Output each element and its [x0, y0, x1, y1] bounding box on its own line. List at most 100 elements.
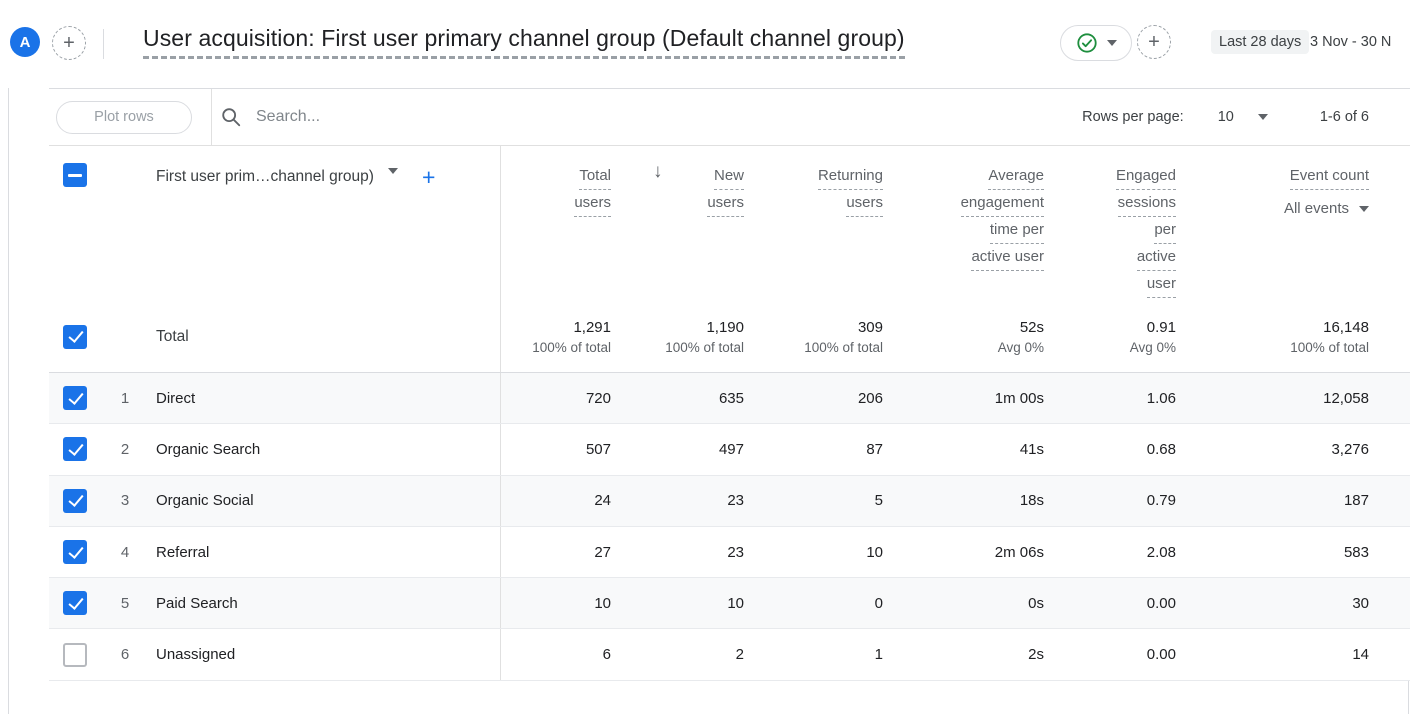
row-checkbox[interactable] [63, 642, 87, 667]
channel-name: Paid Search [156, 594, 238, 612]
column-header-label: Event count [1289, 163, 1369, 190]
search-input[interactable] [256, 108, 576, 126]
column-header-label: engagement [960, 190, 1044, 217]
sort-descending-icon[interactable]: ↓ [653, 161, 663, 182]
metric-value: 10 [594, 594, 611, 612]
column-header-label: Total [579, 163, 611, 190]
total-metric-value: 0.91 [1146, 318, 1176, 336]
total-metric-share: Avg 0% [997, 339, 1044, 355]
chevron-down-icon[interactable] [1106, 40, 1117, 46]
metric-value: 206 [857, 389, 883, 407]
column-header-avg-engagement-time[interactable]: Average engagement time per active user [883, 146, 1044, 301]
metric-value: 2 [735, 646, 744, 664]
metric-value: 24 [594, 492, 611, 510]
metric-value: 0.00 [1146, 594, 1176, 612]
dimension-header[interactable]: First user prim…channel group) [156, 168, 374, 185]
metric-value: 23 [727, 492, 744, 510]
total-metric-value: 309 [857, 318, 883, 336]
table-header-row: First user prim…channel group) + ↓ Total… [49, 146, 1410, 301]
report-content: Plot rows Rows per page: 10 1-6 of 6 [8, 88, 1410, 714]
column-header-label: users [707, 190, 744, 217]
table-body: 1 Direct 720 635 206 1m 00s 1.06 12,058 2 Organic… [49, 373, 1410, 681]
table-row: 1 Direct 720 635 206 1m 00s 1.06 12,058 [49, 373, 1410, 425]
total-metric-cell: 1,291 100% of total [501, 301, 611, 372]
column-header-label: per [1154, 217, 1176, 244]
column-header-label: active user [971, 244, 1044, 271]
total-metric-value: 1,190 [706, 318, 744, 336]
check-circle-icon [1076, 33, 1097, 53]
metric-value: 30 [1352, 594, 1369, 612]
column-header-new-users[interactable]: New users [611, 146, 744, 301]
row-checkbox[interactable] [63, 437, 87, 462]
total-row-checkbox[interactable] [63, 324, 87, 349]
table-toolbar: Plot rows Rows per page: 10 1-6 of 6 [49, 89, 1410, 146]
metric-value: 5 [874, 492, 883, 510]
metric-value: 27 [594, 543, 611, 561]
table-row: 2 Organic Search 507 497 87 41s 0.68 3,276 [49, 424, 1410, 476]
rows-per-page-caret-icon[interactable] [1257, 114, 1268, 120]
total-metric-value: 52s [1019, 318, 1044, 336]
column-header-label: users [574, 190, 611, 217]
row-checkbox[interactable] [63, 488, 87, 513]
search-icon [222, 108, 241, 127]
metric-value: 0.79 [1146, 492, 1176, 510]
rows-per-page-value[interactable]: 10 [1217, 109, 1234, 125]
column-header-label: sessions [1117, 190, 1176, 217]
page-title[interactable]: User acquisition: First user primary cha… [143, 25, 905, 59]
total-metric-value: 1,291 [573, 318, 611, 336]
toolbar-divider [211, 89, 212, 145]
report-status-pill[interactable] [1060, 25, 1132, 61]
row-index: 4 [120, 543, 130, 561]
total-metric-cell: 52s Avg 0% [883, 301, 1044, 372]
select-all-checkbox[interactable] [63, 163, 87, 187]
total-row-label: Total [156, 327, 189, 345]
column-header-label: user [1146, 271, 1176, 298]
add-report-icon[interactable]: + [1137, 25, 1171, 59]
metric-value: 583 [1343, 543, 1369, 561]
metric-value: 18s [1019, 492, 1044, 510]
column-header-engaged-sessions-per-user[interactable]: Engaged sessions per active user [1044, 146, 1176, 301]
plot-rows-button[interactable]: Plot rows [56, 100, 192, 134]
column-header-event-count[interactable]: Event count All events [1176, 146, 1369, 301]
date-range-preset[interactable]: Last 28 days [1211, 30, 1310, 54]
row-spacer [1369, 578, 1410, 628]
row-spacer [1369, 629, 1410, 679]
event-filter-dropdown[interactable]: All events [1176, 196, 1369, 221]
column-header-total-users[interactable]: Total users [501, 146, 611, 301]
dimension-caret-icon[interactable] [387, 168, 398, 174]
row-index: 2 [120, 440, 130, 458]
row-index: 1 [120, 389, 130, 407]
row-index: 5 [120, 594, 130, 612]
column-header-returning-users[interactable]: Returning users [744, 146, 883, 301]
row-index: 6 [120, 646, 130, 664]
add-comparison-icon[interactable]: + [52, 26, 86, 60]
column-header-label: active [1136, 244, 1176, 271]
total-metric-share: 100% of total [532, 339, 611, 355]
metric-value: 1 [874, 646, 883, 664]
metric-value: 41s [1019, 440, 1044, 458]
add-dimension-icon[interactable]: + [421, 164, 436, 190]
row-checkbox[interactable] [63, 386, 87, 411]
column-header-label: time per [989, 217, 1044, 244]
rows-per-page-label: Rows per page: [1082, 109, 1184, 125]
account-avatar[interactable]: A [10, 27, 40, 57]
metric-value: 10 [866, 543, 883, 561]
total-row: Total 1,291 100% of total 1,190 100% of tot… [49, 301, 1410, 373]
channel-name: Organic Social [156, 492, 254, 510]
row-checkbox[interactable] [63, 540, 87, 565]
row-checkbox[interactable] [63, 591, 87, 616]
total-metric-share: 100% of total [804, 339, 883, 355]
metric-value: 507 [585, 440, 611, 458]
row-spacer [1369, 476, 1410, 526]
channel-name: Organic Search [156, 440, 261, 458]
channel-name: Direct [156, 389, 196, 407]
event-filter-caret-icon [1359, 205, 1369, 212]
date-range-value[interactable]: 3 Nov - 30 N [1310, 34, 1392, 50]
header-spacer [1369, 146, 1410, 301]
pagination-range: 1-6 of 6 [1319, 109, 1369, 125]
column-header-label: Engaged [1115, 163, 1176, 190]
row-index: 3 [120, 492, 130, 510]
column-header-label: Average [988, 163, 1044, 190]
metric-value: 23 [727, 543, 744, 561]
column-header-label: users [846, 190, 883, 217]
